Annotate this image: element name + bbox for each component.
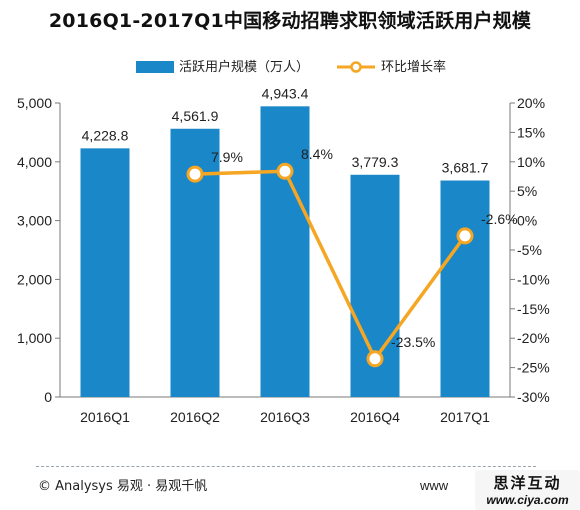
bar <box>80 148 130 397</box>
y-left-tick-label: 3,000 <box>17 213 52 229</box>
y-right-tick-label: 0% <box>517 213 537 229</box>
x-tick-label: 2016Q2 <box>170 409 220 425</box>
legend-swatch-marker <box>350 61 362 73</box>
bar <box>440 180 490 397</box>
y-right-tick-label: -10% <box>517 271 550 287</box>
bar-value-label: 3,681.7 <box>442 160 489 176</box>
y-right-tick-label: 15% <box>517 124 545 140</box>
growth-point <box>276 162 294 180</box>
growth-value-label: -23.5% <box>391 334 435 350</box>
legend-label-line: 环比增长率 <box>381 59 446 74</box>
legend-label-bar: 活跃用户规模（万人） <box>179 59 309 74</box>
combo-chart: 活跃用户规模（万人） 环比增长率 0 1,000 2,000 3,000 4,000 5,00… <box>17 59 550 425</box>
growth-value-label: -2.6% <box>481 211 518 227</box>
x-tick-label: 2017Q1 <box>440 409 490 425</box>
y-right-tick-label: 5% <box>517 183 537 199</box>
y-right-tick-label: -25% <box>517 360 550 376</box>
site-name: 思洋互动 <box>493 474 562 492</box>
source-credit: © Analysys 易观 · 易观千帆 <box>38 479 208 494</box>
site-url: www.ciya.com <box>486 493 569 507</box>
growth-point <box>186 165 204 183</box>
bar-value-label: 4,943.4 <box>262 85 309 101</box>
bar-value-label: 4,561.9 <box>172 108 219 124</box>
bar <box>260 106 310 398</box>
y-right-tick-label: -15% <box>517 301 550 317</box>
y-left-tick-label: 0 <box>44 389 52 405</box>
site-logo-badge: 思洋互动 www.ciya.com <box>475 470 580 510</box>
x-tick-label: 2016Q4 <box>350 409 400 425</box>
x-tick-label: 2016Q3 <box>260 409 310 425</box>
footer-divider <box>36 466 536 467</box>
legend-swatch-bar <box>136 61 174 73</box>
growth-point <box>366 350 384 368</box>
x-tick-label: 2016Q1 <box>80 409 130 425</box>
growth-value-label: 7.9% <box>211 149 243 165</box>
y-left-tick-label: 1,000 <box>17 330 52 346</box>
growth-point <box>456 227 474 245</box>
chart-title: 2016Q1-2017Q1中国移动招聘求职领域活跃用户规模 <box>48 10 532 32</box>
y-right-tick-label: 20% <box>517 95 545 111</box>
y-right-tick-label: -30% <box>517 389 550 405</box>
bar-value-label: 4,228.8 <box>82 127 129 143</box>
y-right-tick-label: 10% <box>517 154 545 170</box>
y-left-tick-label: 4,000 <box>17 154 52 170</box>
partial-url: www <box>420 478 449 493</box>
bar-value-label: 3,779.3 <box>352 154 399 170</box>
y-right-tick-label: -20% <box>517 330 550 346</box>
growth-line <box>194 169 467 361</box>
y-left-tick-label: 5,000 <box>17 95 52 111</box>
growth-value-label: 8.4% <box>301 146 333 162</box>
y-right-tick-label: -5% <box>517 242 542 258</box>
y-left-tick-label: 2,000 <box>17 271 52 287</box>
